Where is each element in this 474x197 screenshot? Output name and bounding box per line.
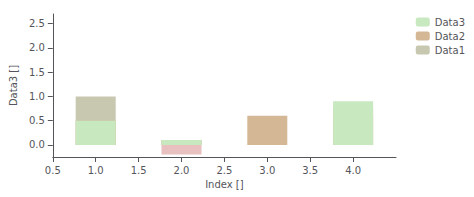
svg-text:2.0: 2.0 [29, 42, 45, 53]
svg-text:2.5: 2.5 [216, 165, 232, 176]
svg-text:1.0: 1.0 [88, 165, 104, 176]
svg-text:0.0: 0.0 [29, 139, 45, 150]
svg-text:Data2: Data2 [435, 31, 465, 42]
svg-text:1.0: 1.0 [29, 91, 45, 102]
svg-text:Index []: Index [] [205, 179, 244, 190]
svg-text:4.0: 4.0 [345, 165, 361, 176]
svg-text:Data3: Data3 [435, 17, 465, 28]
svg-text:Data3 []: Data3 [] [8, 65, 19, 106]
svg-text:1.5: 1.5 [131, 165, 147, 176]
svg-text:0.5: 0.5 [45, 165, 61, 176]
svg-text:0.5: 0.5 [29, 115, 45, 126]
svg-text:3.0: 3.0 [259, 165, 275, 176]
svg-text:2.0: 2.0 [174, 165, 190, 176]
svg-text:2.5: 2.5 [29, 18, 45, 29]
svg-text:Data1: Data1 [435, 45, 465, 56]
svg-text:1.5: 1.5 [29, 67, 45, 78]
svg-text:3.5: 3.5 [302, 165, 318, 176]
